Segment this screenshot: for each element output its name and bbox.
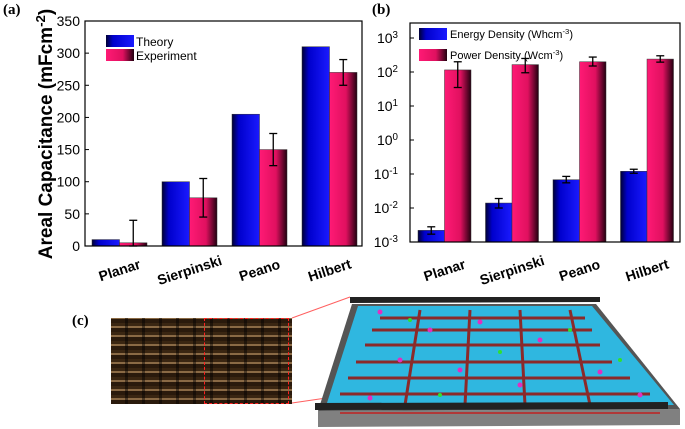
bar-experiment-hilbert	[329, 72, 358, 247]
y-tick-label: 10-2	[374, 200, 398, 217]
legend-label: Experiment	[136, 49, 197, 63]
legend-swatch	[106, 49, 134, 61]
legend-label: Energy Density (Whcm-3)	[450, 27, 573, 42]
legend-label: Power Density (Wcm-3)	[450, 48, 563, 63]
electrode-red	[340, 309, 650, 406]
y-tick-label: 350	[57, 13, 81, 29]
x-tick-label: Peano	[557, 256, 602, 284]
charts: Planar Sierpinski Peano Hilbert 0 50 100 150 200…	[33, 9, 681, 288]
y-tick-label: 100	[377, 132, 399, 149]
y-tick-label: 10-1	[374, 166, 398, 183]
bar-energy-hilbert	[620, 171, 648, 243]
y-tick-label: 101	[377, 98, 398, 115]
legend-label: Theory	[136, 35, 173, 49]
y-axis-label: Areal Capacitance (mFcm-2)	[33, 9, 58, 259]
bar-energy-sierpinski	[485, 202, 513, 243]
bar-theory-planar	[91, 239, 120, 247]
y-tick-label: 200	[57, 109, 81, 125]
bar-theory-hilbert	[301, 46, 330, 247]
substrate-base	[318, 409, 680, 427]
chart-b: Planar Sierpinski Peano Hilbert 10-3 10-2 10-1…	[374, 22, 681, 288]
panel-label-a: (a)	[3, 2, 21, 18]
y-tick-label: 102	[377, 64, 398, 81]
bottom-current-collector	[315, 402, 668, 410]
bar-energy-peano	[552, 179, 580, 243]
ions	[367, 309, 643, 401]
x-tick-label: Hilbert	[306, 255, 353, 284]
y-tick-label: 0	[72, 238, 80, 254]
x-tick-label: Hilbert	[623, 255, 670, 284]
electrode-cyan	[326, 306, 674, 406]
sem-photo	[111, 318, 292, 404]
y-tick-label: 103	[377, 30, 399, 47]
legend-swatch	[419, 49, 447, 61]
axes-frame	[84, 20, 363, 247]
y-tick-label: 10-3	[374, 234, 399, 251]
chart-a: Planar Sierpinski Peano Hilbert 0 50 100 150 200…	[33, 9, 363, 288]
bar-power-sierpinski	[511, 64, 539, 243]
legend-swatch	[419, 28, 447, 40]
bar-theory-sierpinski	[161, 181, 190, 247]
bar-theory-peano	[231, 113, 260, 247]
panel-label-b: (b)	[372, 2, 391, 18]
axes-frame	[409, 22, 681, 243]
bar-power-hilbert	[646, 58, 674, 243]
x-tick-label: Peano	[237, 256, 282, 284]
zoom-region-box	[204, 318, 289, 404]
bar-power-peano	[579, 61, 607, 243]
y-tick-label: 150	[57, 142, 81, 158]
x-tick-label: Planar	[422, 256, 468, 285]
y-tick-label: 50	[64, 206, 80, 222]
bar-power-planar	[444, 69, 472, 243]
panel-label-c: (c)	[72, 313, 89, 329]
x-tick-label: Sierpinski	[155, 252, 224, 288]
y-tick-label: 300	[57, 45, 81, 61]
x-tick-label: Planar	[97, 256, 143, 285]
x-tick-label: Sierpinski	[478, 252, 547, 288]
y-tick-label: 100	[57, 174, 81, 190]
y-tick-label: 250	[57, 77, 81, 93]
legend-swatch	[106, 35, 134, 47]
